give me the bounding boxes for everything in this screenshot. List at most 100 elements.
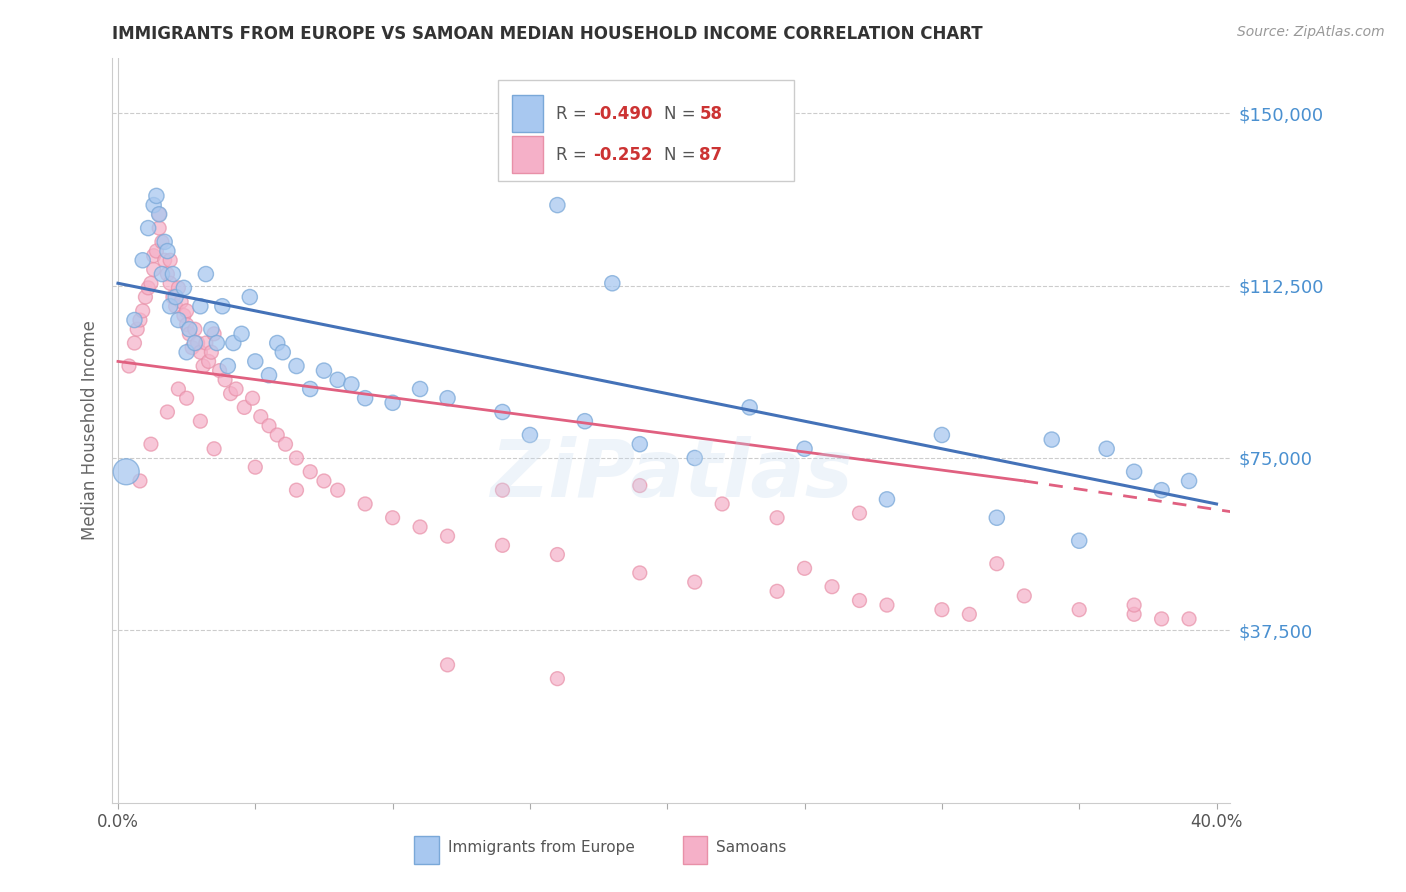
- Point: [233, 401, 256, 415]
- Point: [245, 354, 267, 368]
- Point: [200, 345, 222, 359]
- Point: [766, 584, 789, 599]
- Point: [131, 303, 153, 318]
- Point: [118, 359, 141, 373]
- Text: IMMIGRANTS FROM EUROPE VS SAMOAN MEDIAN HOUSEHOLD INCOME CORRELATION CHART: IMMIGRANTS FROM EUROPE VS SAMOAN MEDIAN …: [112, 25, 983, 43]
- Text: R =: R =: [557, 145, 592, 164]
- Point: [190, 414, 212, 428]
- Point: [217, 359, 239, 373]
- Point: [876, 598, 898, 612]
- Point: [197, 354, 219, 368]
- Point: [190, 345, 212, 359]
- Point: [274, 437, 297, 451]
- Point: [546, 198, 568, 212]
- Point: [1040, 433, 1063, 447]
- Y-axis label: Median Household Income: Median Household Income: [80, 320, 98, 541]
- Point: [491, 483, 513, 498]
- Point: [266, 336, 288, 351]
- Point: [793, 561, 815, 575]
- Point: [546, 548, 568, 562]
- Point: [848, 593, 870, 607]
- Point: [821, 580, 844, 594]
- Point: [1150, 612, 1173, 626]
- Text: Source: ZipAtlas.com: Source: ZipAtlas.com: [1237, 25, 1385, 39]
- Point: [173, 309, 195, 323]
- Point: [986, 510, 1008, 524]
- Point: [1123, 598, 1146, 612]
- Point: [115, 465, 138, 479]
- Point: [134, 290, 156, 304]
- Point: [957, 607, 980, 622]
- Point: [436, 529, 458, 543]
- Point: [191, 359, 214, 373]
- Point: [179, 322, 201, 336]
- Point: [285, 359, 308, 373]
- Point: [381, 510, 404, 524]
- Text: 58: 58: [699, 105, 723, 123]
- Point: [208, 363, 231, 377]
- Point: [129, 474, 152, 488]
- Point: [793, 442, 815, 456]
- Point: [190, 299, 212, 313]
- Point: [436, 657, 458, 672]
- Point: [381, 396, 404, 410]
- Point: [931, 428, 953, 442]
- Point: [225, 382, 247, 396]
- Point: [285, 450, 308, 465]
- Point: [179, 326, 201, 341]
- Point: [299, 465, 322, 479]
- Point: [165, 290, 187, 304]
- Point: [156, 405, 179, 419]
- Point: [1178, 474, 1201, 488]
- Point: [131, 253, 153, 268]
- Point: [156, 267, 179, 281]
- Point: [159, 299, 181, 313]
- Point: [202, 326, 225, 341]
- Text: N =: N =: [664, 105, 700, 123]
- Point: [159, 253, 181, 268]
- Point: [167, 281, 190, 295]
- Point: [628, 478, 651, 492]
- Point: [162, 267, 184, 281]
- Point: [214, 373, 236, 387]
- Point: [153, 253, 176, 268]
- Point: [181, 341, 204, 355]
- Point: [683, 450, 706, 465]
- Point: [1014, 589, 1036, 603]
- Point: [312, 474, 335, 488]
- Point: [326, 483, 349, 498]
- Text: Samoans: Samoans: [716, 840, 786, 855]
- Point: [266, 428, 288, 442]
- Text: R =: R =: [557, 105, 592, 123]
- Point: [136, 221, 159, 235]
- Point: [145, 189, 167, 203]
- Point: [184, 336, 207, 351]
- Point: [1069, 603, 1091, 617]
- Point: [491, 405, 513, 419]
- Point: [257, 418, 280, 433]
- Text: N =: N =: [664, 145, 700, 164]
- Point: [354, 391, 377, 405]
- Text: ZiPatlas: ZiPatlas: [491, 436, 852, 514]
- Point: [1123, 465, 1146, 479]
- Point: [574, 414, 596, 428]
- Point: [1123, 607, 1146, 622]
- Point: [848, 506, 870, 520]
- Point: [184, 322, 207, 336]
- Point: [628, 437, 651, 451]
- Point: [986, 557, 1008, 571]
- Text: Immigrants from Europe: Immigrants from Europe: [447, 840, 634, 855]
- Point: [436, 391, 458, 405]
- Point: [491, 538, 513, 552]
- Point: [299, 382, 322, 396]
- Point: [194, 336, 217, 351]
- Point: [167, 313, 190, 327]
- Point: [239, 290, 262, 304]
- Point: [312, 363, 335, 377]
- FancyBboxPatch shape: [682, 836, 707, 863]
- Point: [148, 207, 170, 221]
- Point: [167, 382, 190, 396]
- Point: [931, 603, 953, 617]
- Point: [683, 575, 706, 590]
- Point: [124, 313, 146, 327]
